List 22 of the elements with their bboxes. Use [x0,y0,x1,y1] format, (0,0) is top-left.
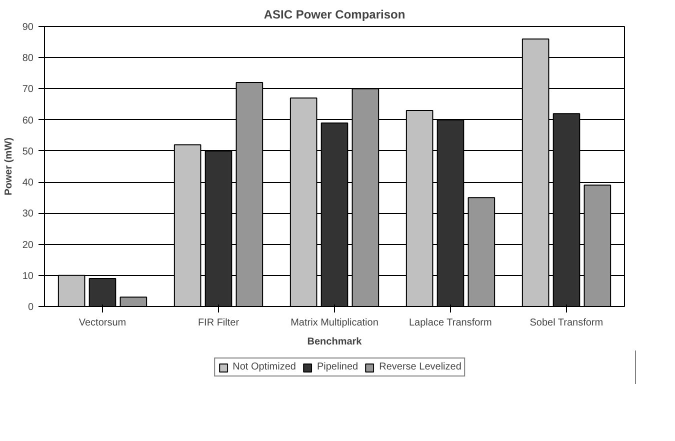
x-tick-label: Laplace Transform [409,318,492,328]
legend-label: Pipelined [316,362,358,372]
x-axis-title: Benchmark [307,336,362,348]
x-tick-label: FIR Filter [198,318,240,328]
y-axis-title: Power (mW) [3,138,14,196]
y-tick-label: 70 [22,84,34,96]
chart-title: ASIC Power Comparison [264,8,406,22]
x-tick-label: Matrix Multiplication [290,318,378,328]
x-tick-label: Sobel Transform [530,318,604,328]
bar [120,296,148,306]
y-tick-label: 60 [22,115,34,126]
y-tick-label: 10 [22,270,34,282]
legend-label: Reverse Levelized [379,362,462,372]
y-tick-label: 90 [22,22,34,33]
y-tick-label: 80 [22,53,34,64]
x-tick-label: Vectorsum [78,318,126,328]
y-tick-label: 50 [22,146,34,158]
y-tick-label: 20 [22,240,34,251]
y-tick-label: 0 [28,302,34,313]
legend-label: Not Optimized [232,362,296,372]
y-tick-label: 40 [22,178,34,189]
y-tick-label: 30 [22,208,34,220]
